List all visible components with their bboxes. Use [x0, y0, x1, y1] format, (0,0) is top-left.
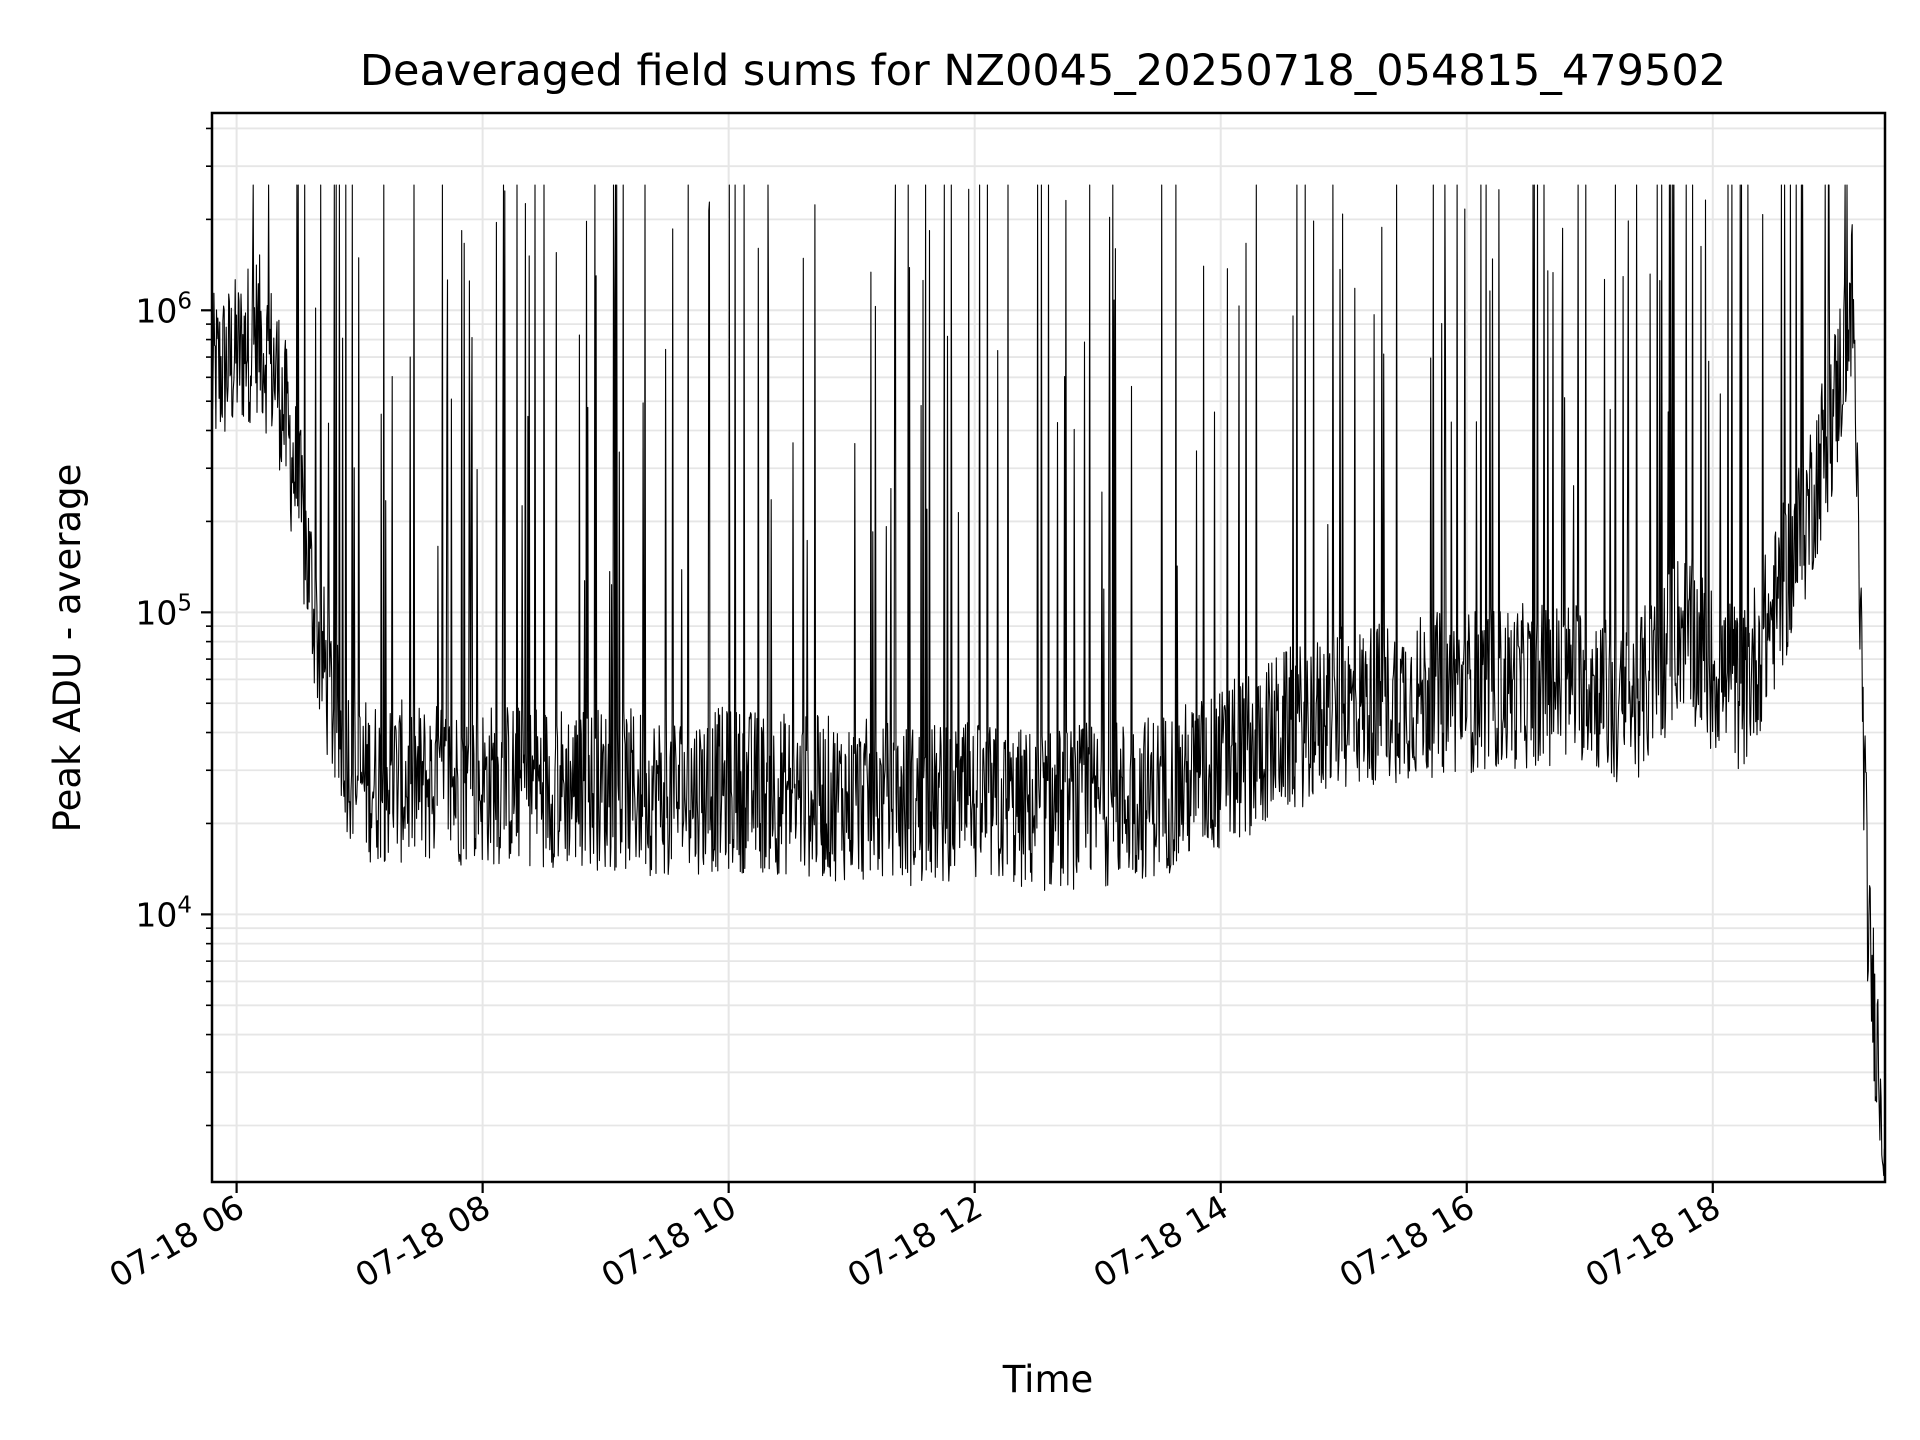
y-tick-label: 106 — [135, 288, 192, 330]
y-tick-label: 105 — [135, 590, 192, 632]
y-tick-exponent: 6 — [177, 288, 192, 314]
y-tick-label: 104 — [135, 892, 192, 934]
y-tick-exponent: 5 — [177, 590, 192, 616]
series-line-group — [211, 184, 1886, 1177]
chart-title: Deaveraged field sums for NZ0045_2025071… — [360, 46, 1726, 96]
y-tick-base: 10 — [135, 291, 177, 330]
y-tick-base: 10 — [135, 895, 177, 934]
series-line — [211, 184, 1886, 1177]
x-axis-label: Time — [1002, 1358, 1094, 1401]
y-tick-base: 10 — [135, 593, 177, 632]
y-axis-label: Peak ADU - average — [46, 464, 89, 833]
y-tick-exponent: 4 — [177, 892, 192, 918]
plot-frame — [210, 111, 1887, 1184]
